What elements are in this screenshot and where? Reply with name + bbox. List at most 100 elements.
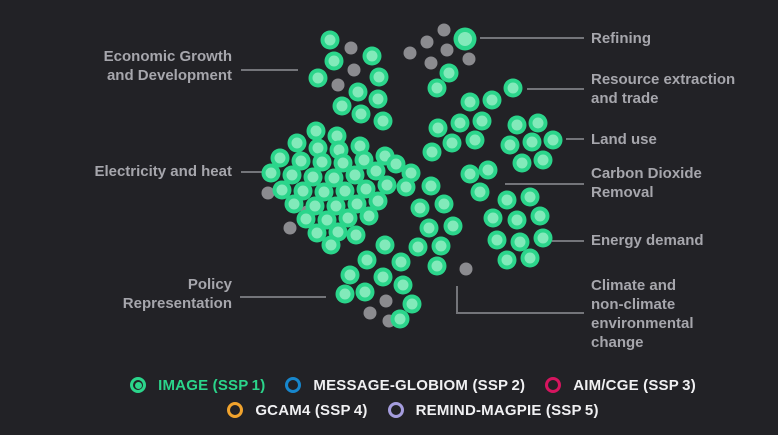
label-line: Climate and [591, 277, 677, 294]
legend-item-message-globiom-ssp-2[interactable]: MESSAGE-GLOBIOM (SSP 2) [285, 374, 525, 396]
dot-inactive[interactable] [283, 221, 297, 235]
legend-item-gcam4-ssp-4[interactable]: GCAM4 (SSP 4) [227, 399, 367, 421]
dot-image-ssp1-core [337, 157, 349, 169]
dot-image-ssp1-core [438, 198, 450, 210]
dot-image-ssp1-core [342, 212, 354, 224]
dot-image-ssp1-core [507, 82, 519, 94]
dot-image-ssp1-core [501, 254, 513, 266]
dot-image-ssp1-core [350, 229, 362, 241]
dot-image-ssp1-core [291, 137, 303, 149]
legend-label: REMIND-MAGPIE (SSP 5) [415, 401, 599, 419]
dot-image-ssp1-core [310, 125, 322, 137]
dot-image-ssp1-core [300, 213, 312, 225]
label-line: Representation [122, 295, 232, 312]
dot-image-ssp1-core [333, 144, 345, 156]
dot-image-ssp1-core [476, 115, 488, 127]
dot-image-ssp1-core [318, 186, 330, 198]
label-line: Electricity and heat [94, 163, 232, 180]
dot-image-ssp1-core [443, 67, 455, 79]
dot-image-ssp1-core [501, 194, 513, 206]
dot-inactive[interactable] [437, 23, 451, 37]
dot-image-ssp1-core [400, 181, 412, 193]
legend-item-aim-cge-ssp-3[interactable]: AIM/CGE (SSP 3) [545, 374, 696, 396]
dot-inactive[interactable] [331, 78, 345, 92]
dot-image-ssp1-core [511, 214, 523, 226]
dot-image-ssp1-core [458, 32, 472, 46]
dot-image-ssp1-core [491, 234, 503, 246]
dot-image-ssp1-core [288, 198, 300, 210]
dot-inactive[interactable] [459, 262, 473, 276]
legend-label: IMAGE (SSP 1) [158, 376, 266, 394]
label-economic-growth-and-development: Economic Growth and Development [104, 47, 232, 85]
dot-inactive[interactable] [347, 63, 361, 77]
label-policy-representation: Policy Representation [123, 275, 232, 313]
dot-image-ssp1-core [370, 165, 382, 177]
dot-image-ssp1-core [425, 180, 437, 192]
legend-item-image-ssp-1[interactable]: IMAGE (SSP 1) [130, 374, 265, 396]
label-line: Land use [591, 131, 657, 148]
dot-image-ssp1-core [379, 150, 391, 162]
dot-image-ssp1-core [534, 210, 546, 222]
label-line: and trade [591, 90, 659, 107]
dot-image-ssp1-core [511, 119, 523, 131]
label-line: change [591, 334, 644, 351]
dot-image-ssp1-core [349, 169, 361, 181]
dot-image-ssp1-core [464, 96, 476, 108]
dot-image-ssp1-core [351, 198, 363, 210]
dot-image-ssp1-core [328, 172, 340, 184]
label-climate-and-non-climate-environmental-change: Climate and non-climate environmental chang… [591, 276, 694, 352]
dot-image-ssp1-core [316, 156, 328, 168]
dot-image-ssp1-core [435, 240, 447, 252]
dot-image-ssp1-core [372, 93, 384, 105]
legend-label: GCAM4 (SSP 4) [255, 401, 368, 419]
dot-image-ssp1-core [426, 146, 438, 158]
dot-inactive[interactable] [379, 294, 393, 308]
label-carbon-dioxide-removal: Carbon Dioxide Removal [591, 164, 702, 202]
dot-image-ssp1-core [406, 298, 418, 310]
legend-radio-icon [387, 402, 404, 418]
dot-image-ssp1-core [447, 220, 459, 232]
dot-image-ssp1-core [405, 167, 417, 179]
dot-inactive[interactable] [363, 306, 377, 320]
dot-image-ssp1-core [486, 94, 498, 106]
dot-image-ssp1-core [325, 239, 337, 251]
dot-image-ssp1-core [339, 185, 351, 197]
dot-image-ssp1-core [464, 168, 476, 180]
dot-image-ssp1-core [360, 183, 372, 195]
dot-image-ssp1-core [355, 108, 367, 120]
dot-image-ssp1-core [328, 55, 340, 67]
dot-image-ssp1-core [297, 185, 309, 197]
dot-image-ssp1-core [516, 157, 528, 169]
dot-inactive[interactable] [261, 186, 275, 200]
dot-image-ssp1-core [363, 210, 375, 222]
legend-item-remind-magpie-ssp-5[interactable]: REMIND-MAGPIE (SSP 5) [387, 399, 599, 421]
dot-image-ssp1-core [307, 171, 319, 183]
dot-image-ssp1-core [286, 169, 298, 181]
dot-inactive[interactable] [420, 35, 434, 49]
dot-image-ssp1-core [482, 164, 494, 176]
legend-radio-selected-icon [130, 377, 147, 393]
dot-image-ssp1-core [514, 236, 526, 248]
dot-image-ssp1-core [373, 71, 385, 83]
dot-inactive[interactable] [440, 43, 454, 57]
dot-image-ssp1-core [487, 212, 499, 224]
label-line: non-climate [591, 296, 676, 313]
dot-image-ssp1-core [469, 134, 481, 146]
label-electricity-and-heat: Electricity and heat [94, 162, 232, 181]
label-line: Refining [591, 30, 651, 47]
dot-inactive[interactable] [403, 46, 417, 60]
dot-image-ssp1-core [412, 241, 424, 253]
dot-image-ssp1-core [352, 86, 364, 98]
dot-image-ssp1-core [504, 139, 516, 151]
dot-inactive[interactable] [462, 52, 476, 66]
dot-inactive[interactable] [424, 56, 438, 70]
dot-image-ssp1-core [354, 140, 366, 152]
dot-image-ssp1-core [312, 72, 324, 84]
dot-image-ssp1-core [432, 122, 444, 134]
dot-image-ssp1-core [524, 191, 536, 203]
dot-inactive[interactable] [344, 41, 358, 55]
legend-radio-icon [545, 377, 562, 393]
label-resource-extraction-and-trade: Resource extraction and trade [591, 70, 735, 108]
